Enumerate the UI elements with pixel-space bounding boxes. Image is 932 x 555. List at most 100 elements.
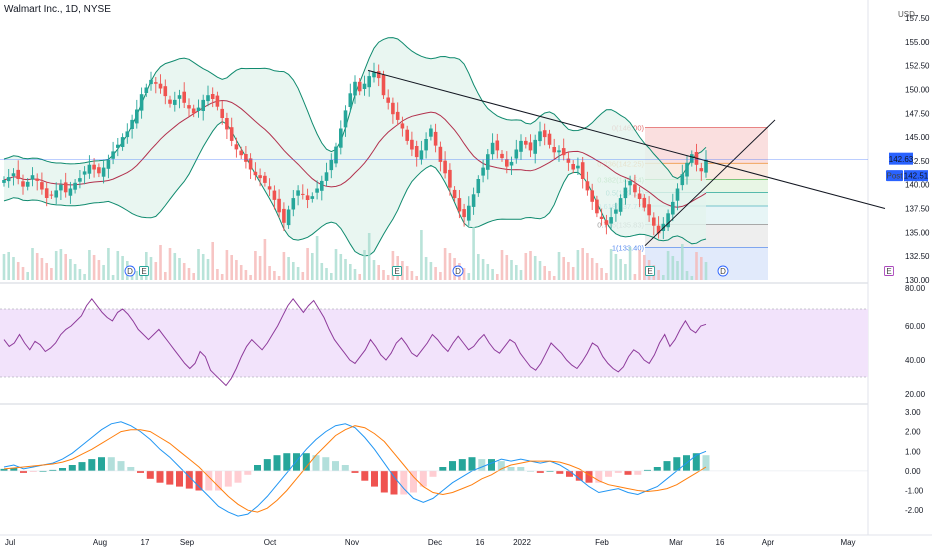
volume-bar — [315, 236, 319, 280]
volume-bar — [107, 248, 110, 280]
time-tick-label: Apr — [762, 538, 775, 547]
candle-body — [125, 131, 130, 138]
price-tick-label: 132.50 — [905, 252, 930, 261]
time-tick-label: 17 — [141, 538, 150, 547]
candle-body — [604, 220, 609, 225]
volume-bar — [164, 272, 167, 280]
volume-bar — [420, 230, 423, 280]
candle-body — [576, 165, 580, 169]
earnings-marker[interactable] — [645, 266, 655, 276]
volume-bar — [643, 255, 646, 280]
symbol-title[interactable]: Walmart Inc., 1D, NYSE — [4, 4, 111, 15]
volume-bar — [73, 264, 77, 280]
volume-bar — [201, 254, 205, 280]
candle-body — [97, 167, 101, 174]
candle-body — [21, 181, 25, 187]
macd-tick-label: 1.00 — [905, 447, 921, 456]
candle-body — [666, 213, 670, 228]
candle-body — [376, 71, 381, 79]
volume-bar — [363, 250, 366, 280]
candle-body — [599, 216, 604, 219]
volume-bar — [78, 269, 82, 280]
ascending-trend-line — [644, 119, 776, 247]
macd-histogram-bar — [215, 470, 222, 491]
volume-bar — [567, 262, 570, 280]
macd-histogram-bar — [419, 470, 427, 487]
candle-body — [623, 187, 628, 199]
time-tick-label: Mar — [669, 538, 683, 547]
dividend-marker[interactable] — [717, 265, 729, 277]
candle-body — [154, 82, 158, 84]
candle-body — [443, 160, 447, 174]
candle-body — [524, 140, 528, 145]
earnings-marker[interactable] — [139, 266, 149, 276]
candle-body — [656, 225, 661, 234]
price-tick-label: 137.50 — [905, 205, 930, 214]
candle-body — [699, 168, 704, 172]
macd-histogram-bar — [390, 470, 398, 495]
macd-histogram-bar — [273, 455, 281, 471]
price-tick-label: 147.50 — [905, 109, 930, 118]
macd-histogram-bar — [361, 470, 369, 481]
candle-body — [509, 161, 514, 166]
earnings-marker[interactable] — [392, 266, 402, 276]
macd-histogram-bar — [556, 470, 564, 474]
volume-bar — [666, 251, 670, 280]
volume-bar — [192, 273, 195, 280]
candle-body — [291, 198, 296, 210]
volume-bar — [135, 271, 139, 280]
candle-body — [471, 194, 476, 207]
candle-body — [40, 182, 44, 190]
candle-body — [552, 147, 556, 153]
volume-bar — [216, 269, 219, 280]
volume-bar — [548, 271, 551, 280]
volume-bar — [377, 265, 380, 280]
dividend-marker[interactable] — [452, 265, 464, 277]
volume-bar — [254, 251, 257, 280]
volume-bar — [349, 264, 352, 280]
candle-body — [633, 184, 637, 193]
event-marker-label: D — [127, 267, 133, 276]
drawn-trend-lines[interactable] — [0, 69, 886, 247]
candle-body — [225, 118, 229, 130]
candle-body — [671, 201, 675, 215]
volume-bar — [586, 253, 589, 280]
volume-bar — [121, 256, 124, 280]
volume-bar — [434, 267, 437, 280]
volume-bar — [244, 270, 248, 280]
volume-bar — [681, 244, 684, 280]
macd-tick-label: -1.00 — [905, 487, 924, 496]
volume-bar — [662, 275, 665, 280]
candle-body — [618, 198, 623, 212]
candle-body — [149, 79, 153, 85]
candle-body — [647, 204, 651, 216]
candle-body — [467, 205, 471, 221]
volume-bar — [282, 252, 286, 280]
volume-bar — [292, 262, 295, 280]
macd-histogram-bar — [234, 470, 242, 483]
volume-bar — [344, 259, 347, 280]
volume-bar — [609, 249, 613, 280]
price-axes: 157.50 155.00 152.50 150.00 147.50 145.00 142.… — [905, 14, 930, 515]
macd-histogram-bar — [293, 453, 300, 471]
candle-body — [533, 139, 537, 154]
candle-body — [386, 97, 390, 103]
event-marker-label: E — [141, 267, 146, 276]
volume-bar — [249, 275, 252, 280]
currency-label: USD — [898, 10, 915, 19]
candle-body — [457, 198, 462, 212]
macd-histogram-bar — [614, 470, 622, 473]
volume-bar — [197, 249, 200, 280]
volume-bar — [140, 276, 143, 280]
volume-bar — [92, 255, 96, 280]
price-tick-label: 142.50 — [905, 157, 930, 166]
candle-body — [343, 110, 348, 128]
candle-body — [538, 131, 542, 142]
earnings-marker[interactable] — [884, 266, 894, 276]
candle-body — [585, 181, 590, 191]
dividend-marker[interactable] — [124, 265, 136, 277]
macd-histogram-bar — [205, 470, 213, 491]
